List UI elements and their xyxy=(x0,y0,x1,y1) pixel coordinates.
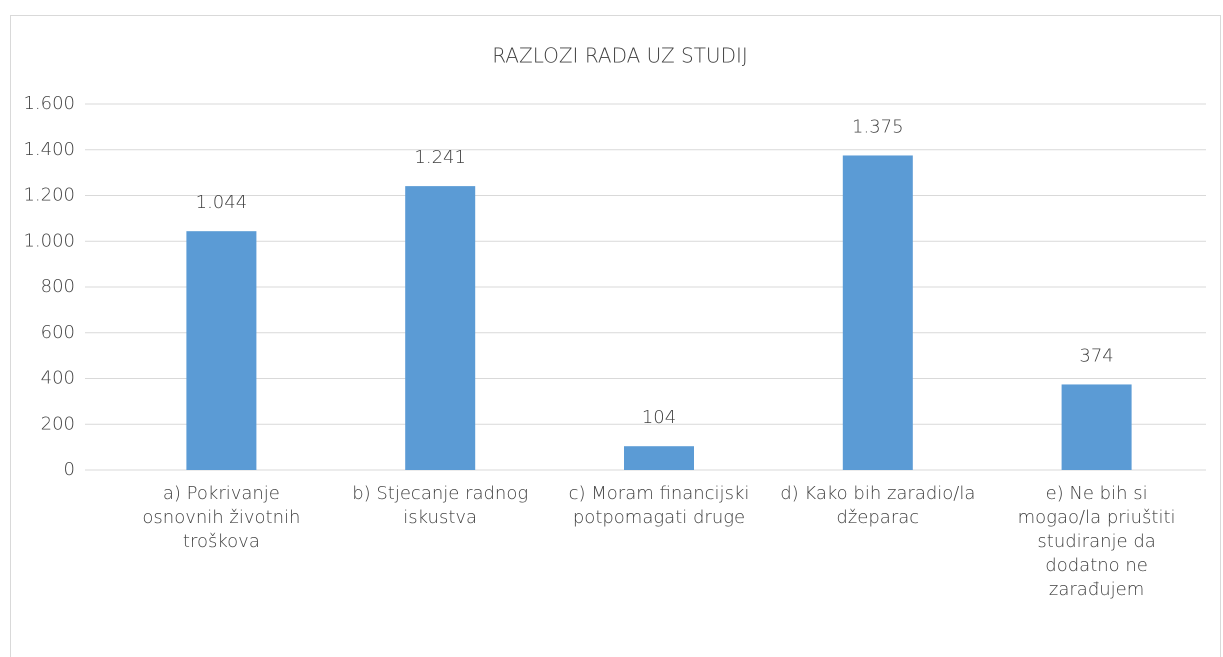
x-tick-label: b) Stjecanje radnog iskustva xyxy=(352,483,529,528)
x-tick-label: c) Moram financijski potpomagati druge xyxy=(568,483,750,528)
bar xyxy=(405,186,476,470)
y-tick-label: 400 xyxy=(41,368,75,389)
y-tick-label: 800 xyxy=(41,276,75,297)
data-label: 1.241 xyxy=(414,147,466,168)
y-tick-label: 1.600 xyxy=(23,93,75,114)
bar xyxy=(624,446,694,470)
y-tick-label: 0 xyxy=(64,459,75,480)
data-label: 374 xyxy=(1079,345,1113,366)
data-label: 104 xyxy=(642,407,676,428)
y-tick-label: 200 xyxy=(41,413,75,434)
chart-title: RAZLOZI RADA UZ STUDIJ xyxy=(492,44,748,68)
bar xyxy=(186,231,257,470)
y-tick-label: 1.200 xyxy=(23,185,75,206)
bar xyxy=(1061,384,1132,470)
y-tick-label: 600 xyxy=(41,322,75,343)
chart-border xyxy=(10,15,1221,657)
x-tick-label: d) Kako bih zaradio/la džeparac xyxy=(780,483,976,528)
x-tick-label: e) Ne bih si mogao/la priuštiti studiran… xyxy=(1017,483,1176,600)
data-label: 1.375 xyxy=(852,116,904,137)
y-tick-label: 1.400 xyxy=(23,139,75,160)
x-tick-label: a) Pokrivanje osnovnih životnih troškova xyxy=(142,483,301,552)
data-label: 1.044 xyxy=(196,192,248,213)
bar xyxy=(842,155,913,470)
y-tick-label: 1.000 xyxy=(23,230,75,251)
